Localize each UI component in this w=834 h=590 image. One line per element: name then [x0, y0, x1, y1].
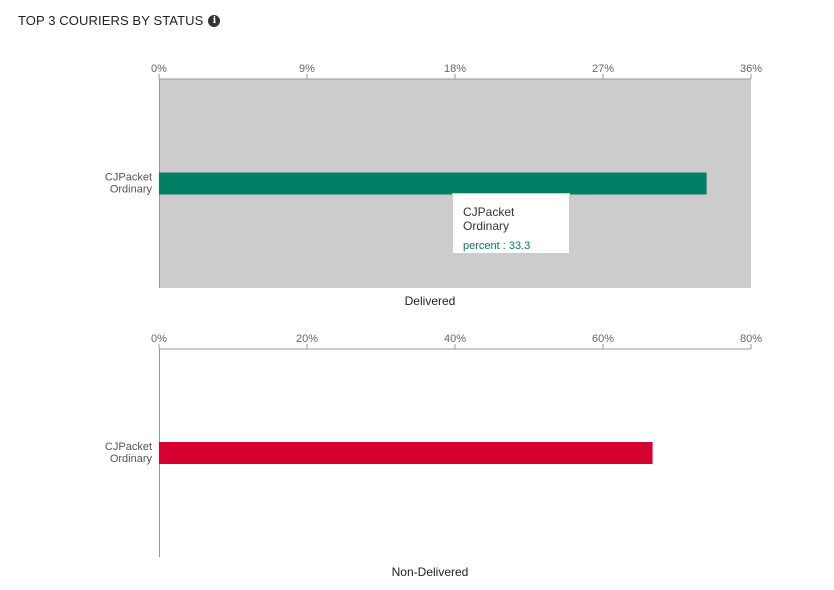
- x-tick-label: 20%: [296, 333, 318, 345]
- info-circle-icon[interactable]: i: [208, 14, 221, 27]
- bar: [159, 172, 707, 195]
- bar: [159, 442, 653, 464]
- y-category-label: CJPacket Ordinary: [105, 172, 153, 196]
- chart-header: TOP 3 COURIERS BY STATUS i: [18, 13, 221, 28]
- x-axis-title: Delivered: [405, 294, 456, 308]
- y-category-label: CJPacket Ordinary: [105, 441, 153, 465]
- x-tick-label: 18%: [444, 63, 466, 75]
- x-tick-label: 36%: [740, 63, 762, 75]
- page-title: TOP 3 COURIERS BY STATUS: [18, 13, 204, 28]
- x-tick-label: 27%: [592, 63, 614, 75]
- tooltip-category: CJPacket Ordinary: [463, 205, 515, 233]
- x-tick-label: 40%: [444, 333, 466, 345]
- x-tick-label: 0%: [151, 63, 167, 75]
- x-tick-label: 60%: [592, 333, 614, 345]
- bar-tooltip: CJPacket Ordinary percent : 33.3: [452, 193, 570, 254]
- x-tick-label: 9%: [299, 63, 315, 75]
- x-tick-label: 80%: [740, 333, 762, 345]
- x-tick-label: 0%: [151, 333, 167, 345]
- x-axis-title: Non-Delivered: [392, 565, 469, 579]
- tooltip-value: percent : 33.3: [463, 240, 531, 252]
